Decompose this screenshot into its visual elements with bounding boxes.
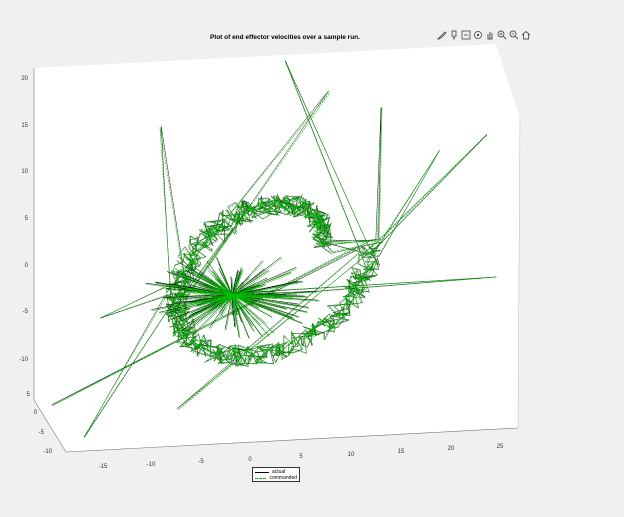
x-tick-label: 20 (448, 446, 455, 452)
trajectory-lines (51, 60, 498, 438)
export-icon[interactable] (460, 29, 471, 41)
z-tick-label: 20 (21, 76, 28, 82)
x-tick-label: -10 (147, 462, 156, 468)
series-commanded-core (146, 257, 320, 339)
x-tick-label: 10 (348, 452, 355, 458)
legend[interactable]: actual commanded (252, 467, 300, 482)
y-tick-label: -5 (39, 430, 45, 436)
z-tick-label: 15 (21, 123, 28, 129)
y-axis-line (33, 399, 67, 453)
x-tick-label: 0 (248, 457, 252, 463)
x-tick-label: 15 (398, 449, 405, 455)
legend-swatch-actual (255, 471, 269, 473)
z-tick-label: 0 (25, 263, 29, 269)
plot-title: Plot of end effector velocities over a s… (210, 34, 360, 41)
datatip-icon[interactable] (448, 29, 459, 41)
z-tick-label: 5 (25, 216, 29, 222)
legend-label-actual: actual (272, 469, 286, 475)
y-tick-label: 0 (34, 410, 38, 416)
home-icon[interactable] (520, 29, 531, 41)
x-tick-label: -5 (198, 459, 204, 465)
pan-icon[interactable] (484, 29, 495, 41)
x-tick-label: 5 (299, 454, 303, 460)
brush-icon[interactable] (436, 29, 447, 41)
x-tick-label: -15 (99, 464, 108, 470)
right-axis-line (517, 117, 521, 429)
x-axis-line (65, 427, 519, 453)
x-tick-label: 25 (497, 444, 504, 450)
axes-toolbar (436, 29, 531, 43)
series-commanded (51, 60, 498, 438)
z-tick-label: -5 (23, 309, 29, 315)
zoom-in-icon[interactable] (496, 29, 507, 41)
z-tick-label: -10 (19, 357, 28, 363)
y-tick-label: 5 (27, 392, 31, 398)
legend-swatch-commanded (255, 477, 267, 479)
rotate-icon[interactable] (472, 29, 483, 41)
legend-label-commanded: commanded (269, 475, 297, 481)
z-tick-label: 10 (21, 169, 28, 175)
zoom-out-icon[interactable] (508, 29, 519, 41)
axes-panel (34, 44, 520, 452)
axis-ticks: -10 -5 0 5 10 15 20 -10 -5 0 5 -15 -10 -5 0 5 10 15 20 25 (19, 76, 504, 470)
y-tick-label: -10 (43, 449, 52, 455)
legend-item-commanded: commanded (255, 475, 297, 481)
legend-item-actual: actual (255, 469, 297, 475)
